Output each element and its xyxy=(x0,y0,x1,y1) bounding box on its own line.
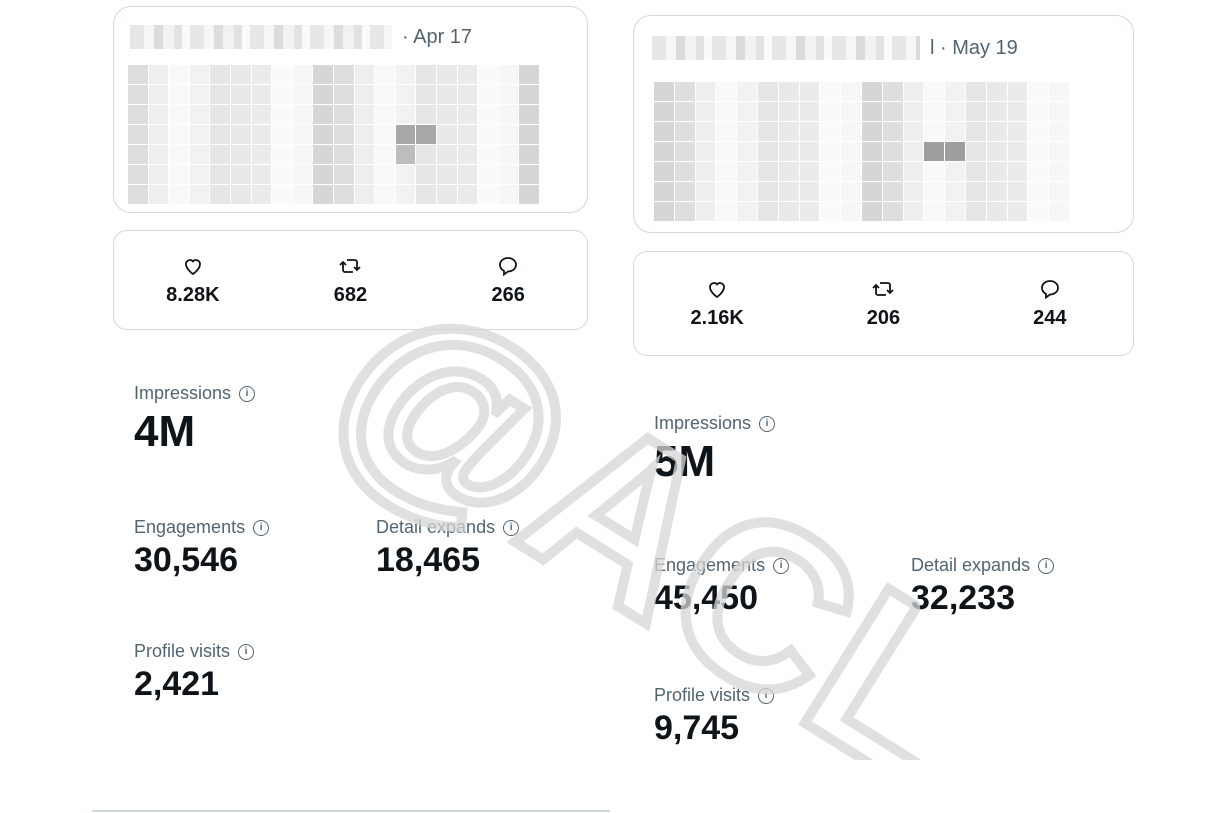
post-text-blurred xyxy=(128,65,540,205)
reply-count: 244 xyxy=(1033,307,1067,329)
profile-visits-metric-left: Profile visits i 2,421 xyxy=(134,641,255,703)
metric-label: Engagements xyxy=(134,517,246,537)
metric-value: 32,233 xyxy=(911,579,1015,617)
action-bar-left: 8.28K 682 266 xyxy=(113,230,588,330)
reply-stat[interactable]: 266 xyxy=(438,254,578,307)
metric-value: 30,546 xyxy=(134,541,238,579)
metric-value: 18,465 xyxy=(376,541,480,579)
repost-stat[interactable]: 682 xyxy=(280,254,420,307)
like-count: 2.16K xyxy=(690,307,744,329)
repost-count: 682 xyxy=(333,283,368,306)
like-stat[interactable]: 2.16K xyxy=(647,277,787,330)
metric-value: 45,450 xyxy=(654,579,758,617)
info-icon[interactable]: i xyxy=(758,687,775,704)
action-bar-right: 2.16K 206 244 xyxy=(633,251,1134,356)
post-text-blurred xyxy=(654,82,1070,222)
author-name-blurred xyxy=(652,36,920,60)
metric-value: 9,745 xyxy=(654,709,740,747)
post-header: · Apr 17 xyxy=(130,25,472,49)
engagements-metric-right: Engagements i 45,450 xyxy=(654,555,790,617)
reply-icon xyxy=(499,256,518,276)
metric-label: Detail expands xyxy=(376,517,496,537)
metric-value: 2,421 xyxy=(134,665,220,703)
metric-label: Impressions xyxy=(134,383,232,403)
detail-expands-metric-right: Detail expands i 32,233 xyxy=(911,555,1055,617)
heart-icon xyxy=(709,282,726,299)
metric-label: Impressions xyxy=(654,413,752,433)
reply-stat[interactable]: 244 xyxy=(980,277,1120,330)
divider xyxy=(92,810,610,812)
detail-expands-metric-left: Detail expands i 18,465 xyxy=(376,517,520,579)
post-card-right[interactable]: l · May 19 xyxy=(633,15,1134,233)
author-name-blurred xyxy=(130,25,392,49)
engagements-metric-left: Engagements i 30,546 xyxy=(134,517,270,579)
post-date: · Apr 17 xyxy=(402,25,473,48)
like-count: 8.28K xyxy=(166,283,220,306)
impressions-metric-left: Impressions i 4M xyxy=(134,383,256,456)
post-header: l · May 19 xyxy=(652,36,1018,60)
post-card-left[interactable]: · Apr 17 xyxy=(113,6,588,213)
repost-stat[interactable]: 206 xyxy=(813,277,953,330)
metric-label: Profile visits xyxy=(134,641,231,661)
metric-label: Detail expands xyxy=(911,555,1031,575)
repost-icon xyxy=(339,258,362,273)
impressions-metric-right: Impressions i 5M xyxy=(654,413,776,486)
metric-label: Engagements xyxy=(654,555,766,575)
reply-count: 266 xyxy=(491,283,525,306)
info-icon[interactable]: i xyxy=(503,519,520,536)
info-icon[interactable]: i xyxy=(759,415,776,432)
heart-icon xyxy=(184,258,201,275)
info-icon[interactable]: i xyxy=(1038,557,1055,574)
profile-visits-metric-right: Profile visits i 9,745 xyxy=(654,685,775,747)
repost-count: 206 xyxy=(866,307,901,329)
info-icon[interactable]: i xyxy=(239,385,256,402)
repost-icon xyxy=(872,282,895,296)
like-stat[interactable]: 8.28K xyxy=(123,254,263,307)
metric-value: 5M xyxy=(654,437,716,486)
metric-label: Profile visits xyxy=(654,685,751,705)
info-icon[interactable]: i xyxy=(253,519,270,536)
reply-icon xyxy=(1040,280,1059,300)
info-icon[interactable]: i xyxy=(773,557,790,574)
post-date: l · May 19 xyxy=(930,36,1018,59)
metric-value: 4M xyxy=(134,407,196,456)
info-icon[interactable]: i xyxy=(238,643,255,660)
